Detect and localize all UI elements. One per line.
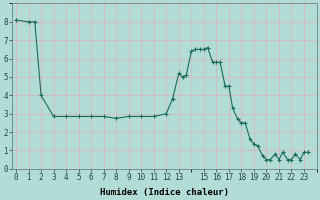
X-axis label: Humidex (Indice chaleur): Humidex (Indice chaleur) — [100, 188, 229, 197]
